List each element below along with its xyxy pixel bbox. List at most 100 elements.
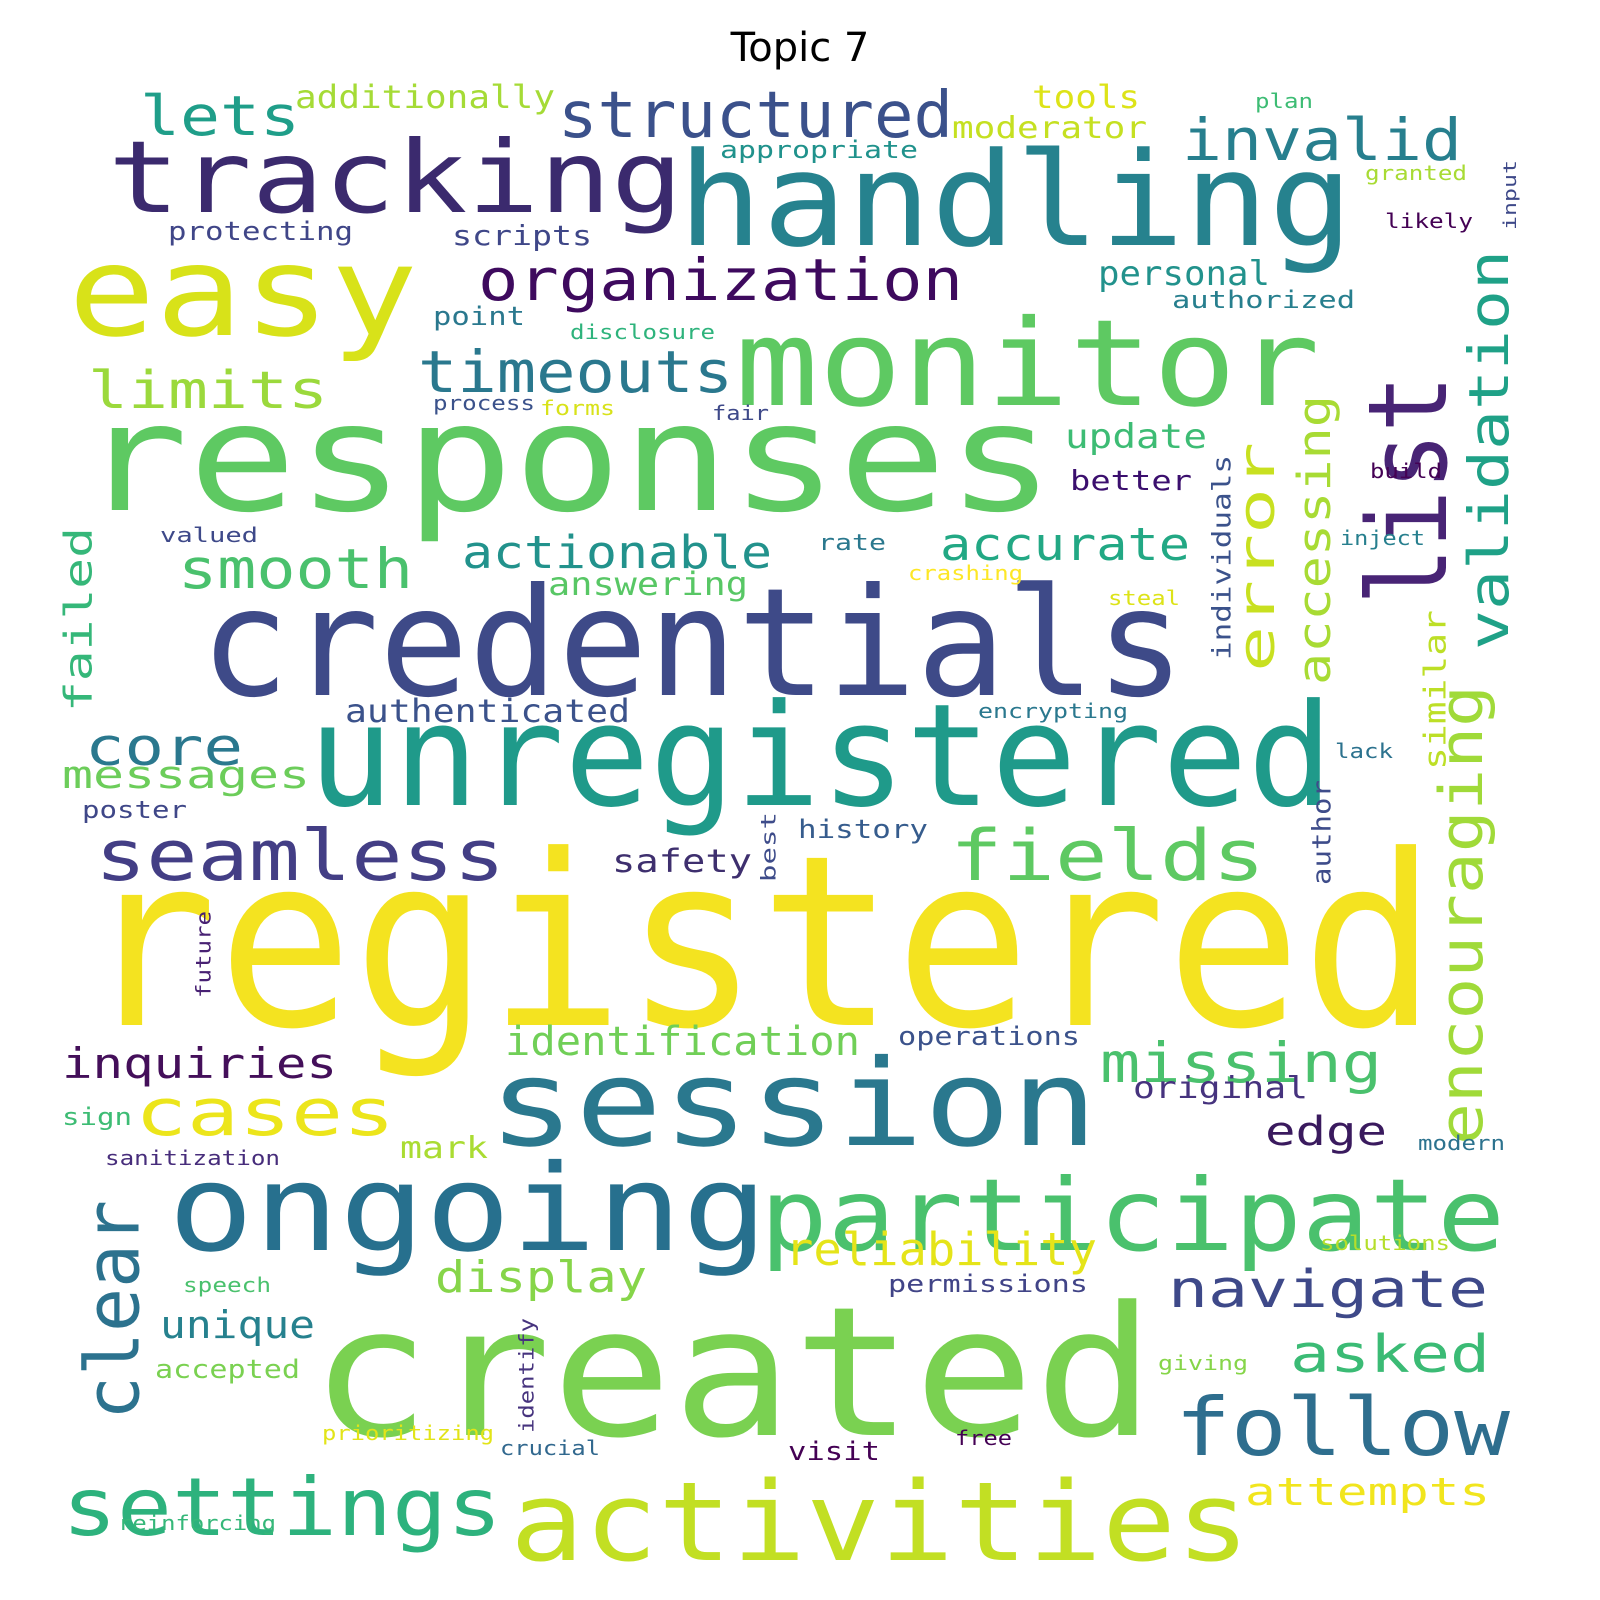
word-activities: activities <box>510 1458 1250 1586</box>
word-identify: identify <box>515 1318 539 1433</box>
word-lets: lets <box>140 84 300 148</box>
word-history: history <box>798 815 928 845</box>
word-tracking: tracking <box>108 119 683 236</box>
figure-title: Topic 7 <box>730 25 870 71</box>
word-scripts: scripts <box>452 219 592 252</box>
word-identification: identification <box>505 1019 860 1065</box>
word-session: session <box>488 1035 1098 1174</box>
word-reliability: reliability <box>785 1223 1097 1276</box>
word-forms: forms <box>540 396 615 420</box>
word-monitor: monitor <box>735 295 1320 434</box>
word-navigate: navigate <box>1168 1260 1488 1320</box>
word-messages: messages <box>62 753 310 797</box>
word-likely: likely <box>1385 209 1473 233</box>
word-best: best <box>757 812 781 882</box>
word-similar: similar <box>1418 610 1453 770</box>
word-easy: easy <box>68 220 418 365</box>
word-better: better <box>1070 464 1192 497</box>
word-invalid: invalid <box>1182 106 1462 174</box>
word-steal: steal <box>1108 586 1180 610</box>
word-participate: participate <box>760 1157 1505 1274</box>
word-future: future <box>192 911 216 998</box>
word-attempts: attempts <box>1245 1470 1490 1514</box>
word-answering: answering <box>548 565 748 603</box>
word-sanitization: sanitization <box>105 1146 280 1170</box>
word-poster: poster <box>82 796 187 824</box>
word-accurate: accurate <box>940 518 1190 571</box>
word-structured: structured <box>558 79 953 153</box>
word-asked: asked <box>1290 1325 1490 1385</box>
word-follow: follow <box>1175 1381 1511 1474</box>
word-personal: personal <box>1098 254 1270 294</box>
word-visit: visit <box>788 1437 880 1467</box>
word-author: author <box>1307 780 1337 885</box>
word-accessing: accessing <box>1288 395 1341 685</box>
word-point: point <box>433 302 525 332</box>
word-fields: fields <box>950 815 1265 897</box>
word-error: error <box>1228 442 1286 672</box>
word-solutions: solutions <box>1320 1231 1450 1255</box>
word-additionally: additionally <box>295 78 555 116</box>
word-safety: safety <box>612 842 752 880</box>
word-sign: sign <box>62 1103 132 1131</box>
word-smooth: smooth <box>178 537 413 601</box>
word-moderator: moderator <box>952 111 1147 146</box>
word-modern: modern <box>1418 1131 1505 1155</box>
word-appropriate: appropriate <box>720 136 918 164</box>
word-core: core <box>85 718 243 778</box>
word-accepted: accepted <box>155 1355 300 1385</box>
word-reinforcing: reinforcing <box>118 1511 276 1535</box>
word-build: build <box>1370 459 1442 483</box>
word-encouraging: encouraging <box>1427 685 1497 1145</box>
word-display: display <box>435 1252 647 1303</box>
word-handling: handling <box>678 124 1353 276</box>
word-inject: inject <box>1340 526 1425 550</box>
word-unique: unique <box>160 1303 315 1347</box>
word-prioritizing: prioritizing <box>322 1421 494 1445</box>
word-credentials: credentials <box>200 557 1185 731</box>
word-actionable: actionable <box>462 526 772 579</box>
word-organization: organization <box>478 246 963 314</box>
word-giving: giving <box>1158 1351 1248 1375</box>
word-validation: validation <box>1457 250 1521 650</box>
word-list: list <box>1344 375 1472 605</box>
word-created: created <box>310 1269 1155 1478</box>
word-valued: valued <box>160 523 258 547</box>
word-granted: granted <box>1365 161 1467 185</box>
word-timeouts: timeouts <box>418 338 733 406</box>
word-crucial: crucial <box>500 1436 600 1460</box>
word-permissions: permissions <box>888 1270 1088 1298</box>
word-authenticated: authenticated <box>345 692 630 730</box>
word-seamless: seamless <box>95 815 505 897</box>
word-edge: edge <box>1265 1109 1387 1155</box>
word-inquiries: inquiries <box>62 1039 337 1088</box>
word-ongoing: ongoing <box>168 1140 768 1279</box>
word-cases: cases <box>135 1076 395 1151</box>
word-original: original <box>1133 1071 1308 1106</box>
word-unregistered: unregistered <box>308 674 1333 839</box>
word-encrypting: encrypting <box>978 699 1128 723</box>
word-rate: rate <box>818 531 886 556</box>
word-free: free <box>955 1426 1012 1450</box>
word-disclosure: disclosure <box>570 320 715 344</box>
word-missing: missing <box>1100 1031 1382 1095</box>
word-limits: limits <box>88 361 328 421</box>
word-clear: clear <box>69 1200 157 1420</box>
word-protecting: protecting <box>168 217 353 247</box>
word-tools: tools <box>1032 78 1140 116</box>
word-crashing: crashing <box>908 561 1023 585</box>
word-settings: settings <box>62 1461 502 1554</box>
word-lack: lack <box>1335 739 1393 763</box>
word-operations: operations <box>898 1022 1080 1052</box>
word-authorized: authorized <box>1172 286 1355 314</box>
word-input: input <box>1500 160 1521 230</box>
word-responses: responses <box>80 372 1055 546</box>
word-speech: speech <box>183 1273 271 1297</box>
word-failed: failed <box>57 527 101 712</box>
word-mark: mark <box>400 1131 488 1166</box>
word-plan: plan <box>1255 89 1313 113</box>
word-fair: fair <box>712 401 769 425</box>
word-individuals: individuals <box>1207 455 1237 660</box>
